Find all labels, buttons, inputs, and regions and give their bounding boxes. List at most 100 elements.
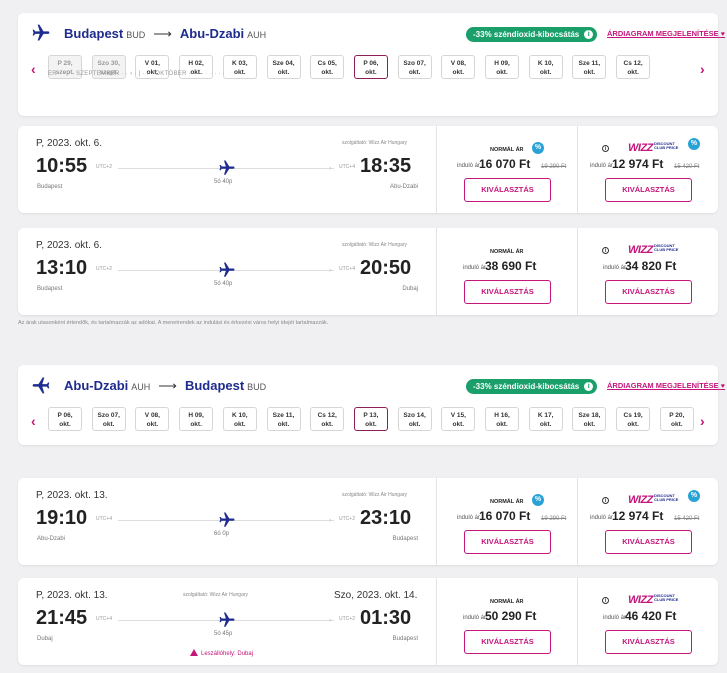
info-icon[interactable]: i (602, 497, 609, 504)
departure-time: 10:55 (36, 155, 88, 177)
chevron-right-icon[interactable]: › (700, 61, 705, 77)
date-cell[interactable]: P 06, okt. (48, 407, 82, 431)
date-cell[interactable]: K 10, okt. (528, 55, 563, 79)
wizz-logo: WIZZ (628, 142, 653, 154)
arrival-timezone: UTC+4 (339, 164, 355, 170)
date-cell[interactable]: Sze 18, okt. (572, 407, 607, 431)
airplane-icon (218, 511, 236, 529)
inbound-route-title: Abu-Dzabi AUH ⟶ Budapest BUD (64, 378, 266, 394)
airplane-icon (218, 159, 236, 177)
date-cell-day: Szo 30, (97, 60, 120, 67)
info-icon[interactable]: i (584, 30, 594, 39)
date-cell[interactable]: V 01, okt. (135, 55, 170, 79)
outbound-section: Budapest BUD ⟶ Abu-Dzabi AUH -33% széndioxid… (18, 13, 725, 315)
inbound-route-header: Abu-Dzabi AUH ⟶ Budapest BUD -33% széndioxid… (18, 365, 725, 405)
departure-city: Budapest (37, 184, 63, 190)
date-cell[interactable]: Sze 11, okt. (266, 407, 301, 431)
date-cell-day: Sze 18, (578, 412, 601, 419)
date-cell[interactable]: Szo 07, okt. (397, 55, 432, 79)
info-icon[interactable]: i (584, 382, 594, 391)
club-label: DISCOUNT CLUB PRICE (654, 494, 678, 502)
date-cell[interactable]: Sze 04, okt. (266, 55, 301, 79)
date-cell[interactable]: P 13, okt. (353, 407, 388, 431)
info-icon[interactable]: i (602, 247, 609, 254)
date-cell-month: okt. (321, 421, 333, 428)
date-cell-day: P 06, (363, 60, 379, 67)
arrival-timezone: UTC+2 (339, 616, 355, 622)
date-cell-month: okt. (190, 69, 202, 76)
date-cell[interactable]: H 02, okt. (179, 55, 214, 79)
date-cell-month: okt. (234, 421, 246, 428)
select-normal-fare-button[interactable]: KIVÁLASZTÁS (464, 280, 551, 304)
date-cell-day: Cs 12, (317, 412, 337, 419)
flight-card[interactable]: P, 2023. okt. 6. szolgáltató: Wizz Air Hu… (18, 126, 718, 213)
outbound-route-header: Budapest BUD ⟶ Abu-Dzabi AUH -33% széndioxid… (18, 13, 725, 53)
flight-card[interactable]: P, 2023. okt. 13. szolgáltató: Wizz Air H… (18, 478, 718, 565)
select-normal-fare-button[interactable]: KIVÁLASZTÁS (464, 178, 551, 202)
flight-card[interactable]: P, 2023. okt. 6. szolgáltató: Wizz Air Hu… (18, 228, 718, 315)
departure-time: 13:10 (36, 257, 88, 279)
departure-timezone: UTC+4 (96, 616, 112, 622)
date-cell-month: okt. (496, 69, 508, 76)
date-cell[interactable]: Szo 07, okt. (91, 407, 126, 431)
chevron-left-icon[interactable]: ‹ (31, 61, 36, 77)
date-cell[interactable]: K 17, okt. (528, 407, 563, 431)
date-cell-day: P 13, (363, 412, 379, 419)
date-cell-day: K 03, (232, 60, 248, 67)
departure-date: P, 2023. okt. 13. (36, 490, 108, 501)
date-cell[interactable]: K 10, okt. (222, 407, 257, 431)
price-chart-link[interactable]: ÁRDIAGRAM MEGJELENÍTÉSE ♥ (607, 29, 725, 38)
date-cell-day: K 10, (537, 60, 554, 67)
date-cell-month: okt. (408, 421, 421, 428)
select-club-fare-button[interactable]: KIVÁLASZTÁS (605, 530, 692, 554)
date-cell[interactable]: Szo 14, okt. (397, 407, 432, 431)
wizz-logo: WIZZ (628, 594, 653, 606)
date-cell[interactable]: K 03, okt. (222, 55, 257, 79)
airplane-icon (32, 377, 50, 394)
date-cell[interactable]: H 16, okt. (485, 407, 519, 431)
arrival-timezone: UTC+4 (339, 266, 355, 272)
arrival-city: Dubaj (402, 286, 418, 292)
date-cell[interactable]: H 09, okt. (485, 55, 519, 79)
price-chart-link[interactable]: ÁRDIAGRAM MEGJELENÍTÉSE ♥ (607, 381, 725, 390)
info-icon[interactable]: i (602, 145, 609, 152)
chevron-right-icon[interactable]: › (700, 413, 705, 429)
co2-badge[interactable]: -33% széndioxid-kibocsátás i (466, 379, 598, 394)
flight-duration: 5ó 40p (214, 281, 233, 287)
select-club-fare-button[interactable]: KIVÁLASZTÁS (605, 178, 692, 202)
date-cell[interactable]: V 08, okt. (441, 55, 476, 79)
departure-date: P, 2023. okt. 6. (36, 240, 102, 251)
date-cell-month: okt. (452, 421, 465, 428)
date-cell[interactable]: P 06, okt. (353, 55, 388, 79)
departure-city: Abu-Dzabi (37, 536, 66, 542)
select-normal-fare-button[interactable]: KIVÁLASZTÁS (464, 530, 551, 554)
date-cell[interactable]: Szo 30, szept. (91, 55, 126, 79)
info-icon[interactable]: i (602, 597, 609, 604)
date-cell[interactable]: Sze 11, okt. (572, 55, 607, 79)
date-cell[interactable]: Cs 12, okt. (616, 55, 651, 79)
date-cell[interactable]: Cs 12, okt. (310, 407, 345, 431)
date-cell[interactable]: H 09, okt. (179, 407, 214, 431)
date-cell[interactable]: Cs 05, okt. (310, 55, 345, 79)
date-cell[interactable]: P 20, okt. (659, 407, 694, 431)
date-cell[interactable]: P 29, szept. (48, 55, 82, 79)
flight-card[interactable]: P, 2023. okt. 13. Szo, 2023. okt. 14. szol… (18, 578, 718, 665)
date-cell-month: okt. (583, 421, 596, 428)
select-club-fare-button[interactable]: KIVÁLASZTÁS (605, 280, 692, 304)
chevron-left-icon[interactable]: ‹ (31, 413, 36, 429)
date-cell[interactable]: Cs 19, okt. (616, 407, 651, 431)
date-cell-day: K 10, (232, 412, 248, 419)
date-cell[interactable]: V 15, okt. (441, 407, 476, 431)
fare-from-label: induló ár (603, 265, 627, 271)
select-club-fare-button[interactable]: KIVÁLASZTÁS (605, 630, 692, 654)
select-normal-fare-button[interactable]: KIVÁLASZTÁS (464, 630, 551, 654)
route-line-arrow: › (329, 517, 332, 524)
normal-fare-title: NORMÁL ÁR (490, 249, 524, 255)
departure-time: 21:45 (36, 607, 88, 629)
price-note: Az árak utasonként értendők, és tartalma… (18, 320, 329, 326)
co2-badge[interactable]: -33% széndioxid-kibocsátás i (466, 27, 598, 42)
date-cell-month: okt. (146, 69, 159, 76)
fare-from-label: induló ár (590, 163, 614, 169)
date-cell[interactable]: V 08, okt. (135, 407, 170, 431)
date-cell-day: V 15, (450, 412, 466, 419)
